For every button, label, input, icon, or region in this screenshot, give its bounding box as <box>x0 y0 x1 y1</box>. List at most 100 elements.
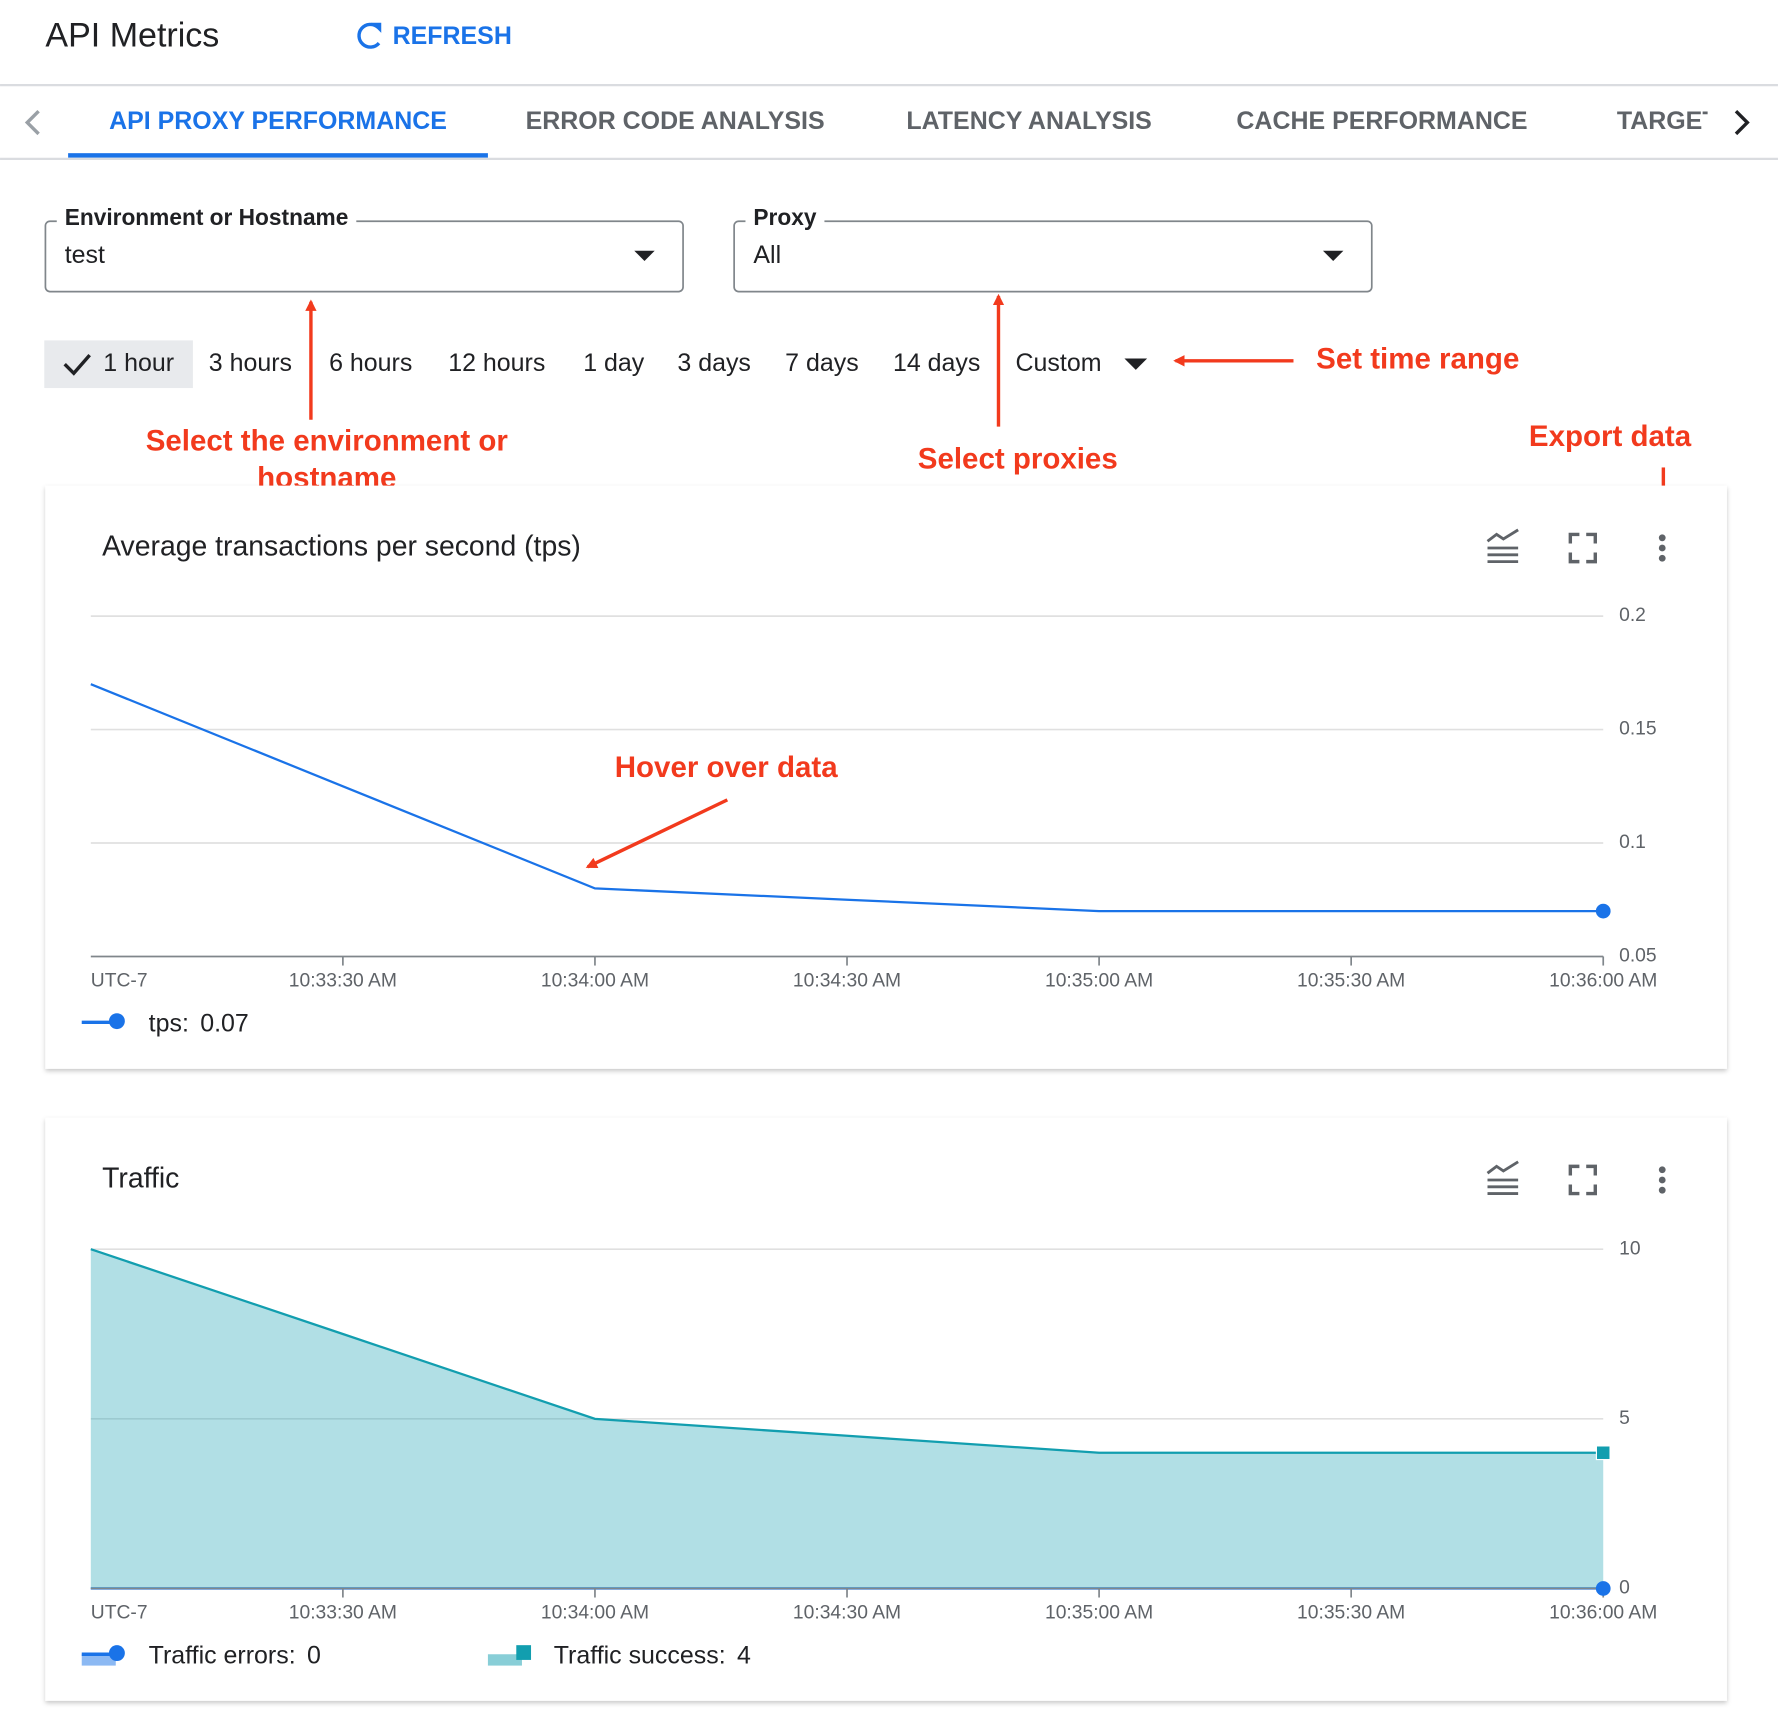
time-range-option[interactable]: 1 day <box>583 349 645 377</box>
custom-dropdown-icon[interactable] <box>1124 358 1148 370</box>
annotation: Select the environment or <box>146 424 509 457</box>
refresh-button[interactable]: REFRESH <box>357 22 512 50</box>
time-range-option[interactable]: 6 hours <box>329 349 412 377</box>
fullscreen-icon[interactable] <box>1568 532 1597 564</box>
tab-next[interactable] <box>1734 109 1750 136</box>
tab[interactable]: TARGET <box>1617 107 1718 135</box>
time-range-option[interactable]: 3 hours <box>209 349 292 377</box>
y-tick-label: 10 <box>1619 1238 1640 1259</box>
card <box>45 1117 1727 1701</box>
dropdown-box <box>733 220 1373 293</box>
legend-value: 4 <box>737 1641 751 1669</box>
time-range-option[interactable]: Custom <box>1016 349 1102 377</box>
x-tick-label: 10:33:30 AM <box>289 971 397 992</box>
x-tick-label: 10:34:30 AM <box>793 971 901 992</box>
dropdown[interactable]: Environment or Hostname test <box>44 204 684 293</box>
refresh-icon-head <box>371 22 382 33</box>
x-tick-label: 10:36:00 AM <box>1549 971 1657 992</box>
menu-icon-dot[interactable] <box>1658 534 1666 542</box>
active-tab-indicator <box>68 153 488 158</box>
dropdown-value: test <box>65 241 105 269</box>
dropdown[interactable]: Proxy All <box>733 204 1373 293</box>
x-tick-label: 10:34:00 AM <box>541 971 649 992</box>
dropdown-arrow <box>634 250 655 261</box>
x-tick-label: 10:34:00 AM <box>541 1602 649 1623</box>
label-gap <box>56 213 357 227</box>
legend-label: Traffic errors: <box>149 1641 296 1669</box>
annotation: Set time range <box>1316 343 1519 376</box>
time-range-option[interactable]: 12 hours <box>448 349 545 377</box>
x-tick-label: 10:35:30 AM <box>1297 971 1405 992</box>
label-gap <box>745 213 825 227</box>
time-range-option[interactable]: 14 days <box>893 349 980 377</box>
annotation: Hover over data <box>615 751 838 784</box>
menu-icon-dot[interactable] <box>1658 554 1666 562</box>
tab-prev[interactable] <box>24 109 40 136</box>
dropdown-value: All <box>753 241 781 269</box>
x-tick-label: 10:36:00 AM <box>1549 1602 1657 1623</box>
annotation: Select proxies <box>918 442 1118 475</box>
legend-value: 0.07 <box>200 1009 249 1037</box>
x-tick-label: 10:35:30 AM <box>1297 1602 1405 1623</box>
legend-label: tps: <box>149 1009 189 1037</box>
legend-swatch-marker <box>108 1013 125 1030</box>
end-marker <box>1595 903 1611 919</box>
legend-toggle-icon[interactable] <box>1486 528 1519 564</box>
y-tick-label: 0.15 <box>1619 719 1657 740</box>
chart-title: Traffic <box>102 1162 179 1194</box>
time-range-option[interactable]: 7 days <box>785 349 859 377</box>
dropdown-label: Proxy <box>753 204 816 230</box>
y-tick-label: 0.2 <box>1619 605 1646 626</box>
annotation: Export data <box>1529 420 1692 453</box>
refresh-icon <box>357 22 381 49</box>
dropdown-box <box>44 220 684 293</box>
end-marker <box>1595 1445 1611 1461</box>
chart-title: Average transactions per second (tps) <box>102 530 581 562</box>
menu-icon-dot[interactable] <box>1658 1186 1666 1194</box>
menu-icon-dot[interactable] <box>1658 1176 1666 1184</box>
time-range-selector: 1 hour 3 hours 6 hours 12 hours 1 day 3 days 7… <box>103 349 1101 377</box>
filters: Environment or Hostname test Proxy All <box>44 204 1373 293</box>
menu-icon-dot[interactable] <box>1658 544 1666 552</box>
annotation-arrow <box>585 798 729 869</box>
legend-swatch <box>81 1654 116 1666</box>
page-title: API Metrics <box>45 16 219 54</box>
legend-label: Traffic success: <box>554 1641 726 1669</box>
chart-card: Average transactions per second (tps) 0.0… <box>45 485 1727 1069</box>
x-tick-label: 10:34:30 AM <box>793 1602 901 1623</box>
menu-icon-dot[interactable] <box>1658 1166 1666 1174</box>
charts: Average transactions per second (tps) 0.0… <box>45 485 1727 1701</box>
legend-entry: Traffic success: 4 <box>554 1641 751 1669</box>
y-tick-label: 0 <box>1619 1578 1630 1599</box>
legend-entry: tps: 0.07 <box>149 1009 249 1037</box>
legend-entry: Traffic errors: 0 <box>149 1641 321 1669</box>
end-marker <box>1595 1581 1611 1596</box>
refresh-label[interactable]: REFRESH <box>393 22 512 50</box>
dropdown-arrow <box>1322 250 1344 261</box>
legend-swatch-marker <box>516 1645 532 1660</box>
time-range-option[interactable]: 1 hour <box>103 349 174 377</box>
legend-swatch <box>487 1654 522 1666</box>
card <box>45 485 1727 1069</box>
line <box>90 1248 1604 1454</box>
x-tick-label: UTC-7 <box>91 971 148 992</box>
y-tick-label: 0.05 <box>1619 946 1657 967</box>
legend-toggle-icon[interactable] <box>1486 1160 1519 1196</box>
y-tick-label: 0.1 <box>1619 832 1646 853</box>
area <box>90 1249 1604 1589</box>
x-tick-label: 10:35:00 AM <box>1045 1602 1153 1623</box>
tab[interactable]: CACHE PERFORMANCE <box>1236 107 1527 135</box>
line <box>90 683 1604 913</box>
y-tick-label: 5 <box>1619 1408 1630 1429</box>
fullscreen-icon[interactable] <box>1568 1164 1597 1196</box>
x-tick-label: UTC-7 <box>91 1602 148 1623</box>
tab-bar: API PROXY PERFORMANCE ERROR CODE ANALYSIS… <box>109 107 1717 135</box>
tab[interactable]: ERROR CODE ANALYSIS <box>526 107 825 135</box>
time-range-option[interactable]: 3 days <box>677 349 751 377</box>
dropdown-label: Environment or Hostname <box>65 204 349 230</box>
tab[interactable]: LATENCY ANALYSIS <box>906 107 1151 135</box>
legend-value: 0 <box>307 1641 321 1669</box>
tab[interactable]: API PROXY PERFORMANCE <box>109 107 447 135</box>
